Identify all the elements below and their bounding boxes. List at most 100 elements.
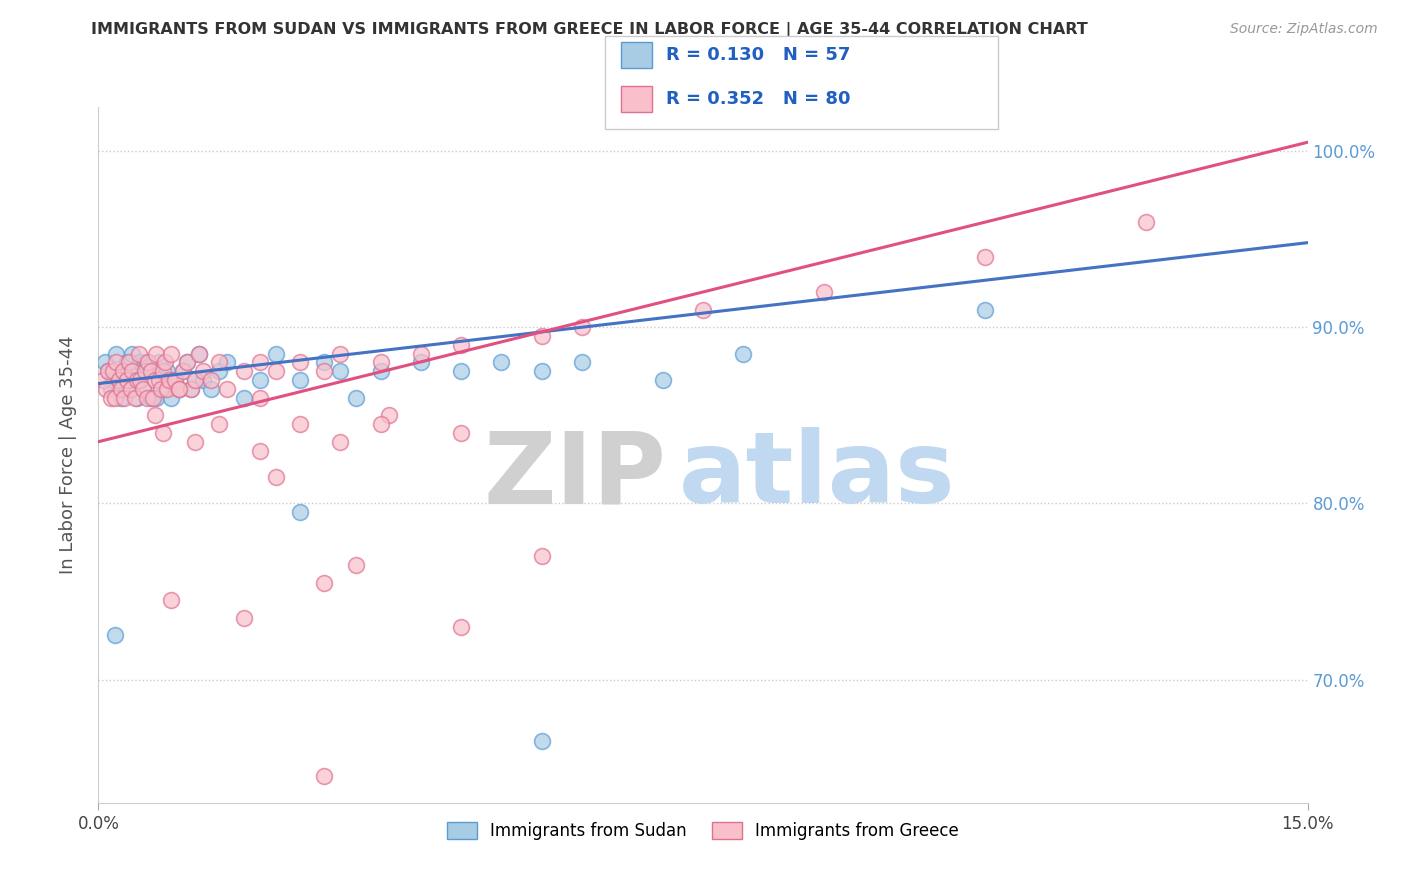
Point (143, 373, 166, 387)
Point (110, 382, 132, 396)
Point (450, 364, 472, 378)
Point (288, 355, 311, 369)
Point (111, 364, 134, 378)
Point (184, 373, 207, 387)
Point (813, 285, 835, 299)
Point (232, 364, 254, 378)
Point (314, 769, 336, 783)
Text: atlas: atlas (679, 427, 956, 524)
Point (232, 391, 254, 405)
Point (692, 302, 714, 317)
Point (110, 391, 132, 405)
Point (118, 382, 141, 396)
Point (733, 346, 755, 360)
Point (530, 364, 553, 378)
Point (105, 355, 128, 369)
Point (264, 346, 287, 360)
Point (288, 373, 311, 387)
Point (101, 364, 124, 378)
Point (135, 391, 157, 405)
Point (107, 373, 129, 387)
Point (120, 373, 142, 387)
Point (208, 355, 231, 369)
Point (134, 364, 156, 378)
Point (193, 373, 215, 387)
Point (115, 373, 138, 387)
Point (491, 355, 513, 369)
Point (132, 382, 155, 396)
Point (142, 391, 165, 405)
Point (121, 346, 143, 360)
Legend: Immigrants from Sudan, Immigrants from Greece: Immigrants from Sudan, Immigrants from G… (440, 815, 966, 847)
Point (530, 734, 553, 748)
Point (370, 364, 392, 378)
Point (314, 575, 336, 590)
Point (167, 382, 190, 396)
Point (571, 355, 593, 369)
Point (180, 382, 202, 396)
Point (249, 355, 271, 369)
Point (100, 382, 122, 396)
Point (651, 373, 673, 387)
Point (103, 391, 125, 405)
Point (249, 391, 271, 405)
Point (143, 409, 166, 423)
Point (163, 373, 186, 387)
Point (120, 382, 142, 396)
Point (176, 355, 198, 369)
Point (156, 382, 179, 396)
Point (148, 355, 170, 369)
Point (145, 391, 167, 405)
Point (530, 549, 553, 564)
Point (111, 364, 134, 378)
Point (184, 434, 207, 449)
Point (167, 382, 190, 396)
Point (232, 611, 254, 625)
Point (370, 417, 392, 431)
Point (152, 364, 174, 378)
Text: Source: ZipAtlas.com: Source: ZipAtlas.com (1230, 22, 1378, 37)
Point (124, 391, 146, 405)
Point (112, 391, 135, 405)
Point (344, 558, 367, 572)
Point (172, 364, 194, 378)
Point (118, 355, 141, 369)
Point (127, 391, 149, 405)
Point (377, 409, 399, 423)
Point (91, 373, 114, 387)
Point (208, 364, 231, 378)
Point (188, 346, 211, 360)
Point (143, 364, 166, 378)
Point (974, 250, 997, 264)
Point (127, 373, 149, 387)
Point (152, 425, 174, 440)
Point (145, 346, 167, 360)
Point (329, 364, 352, 378)
Point (152, 373, 174, 387)
Point (344, 391, 367, 405)
Point (288, 505, 311, 519)
Point (124, 364, 146, 378)
Text: IMMIGRANTS FROM SUDAN VS IMMIGRANTS FROM GREECE IN LABOR FORCE | AGE 35-44 CORRE: IMMIGRANTS FROM SUDAN VS IMMIGRANTS FROM… (91, 22, 1088, 38)
Point (96, 382, 118, 396)
Point (329, 346, 352, 360)
Point (160, 346, 183, 360)
Point (329, 434, 352, 449)
Point (450, 620, 472, 634)
Point (172, 364, 194, 378)
Point (314, 355, 336, 369)
Point (450, 338, 472, 352)
Y-axis label: In Labor Force | Age 35-44: In Labor Force | Age 35-44 (59, 335, 77, 574)
Point (156, 364, 179, 378)
Point (200, 373, 222, 387)
Point (160, 593, 183, 607)
Point (450, 425, 472, 440)
Point (264, 364, 287, 378)
Point (135, 355, 157, 369)
Point (409, 355, 432, 369)
Point (288, 417, 311, 431)
Point (97, 364, 120, 378)
Point (370, 355, 392, 369)
Point (249, 373, 271, 387)
Point (101, 373, 124, 387)
